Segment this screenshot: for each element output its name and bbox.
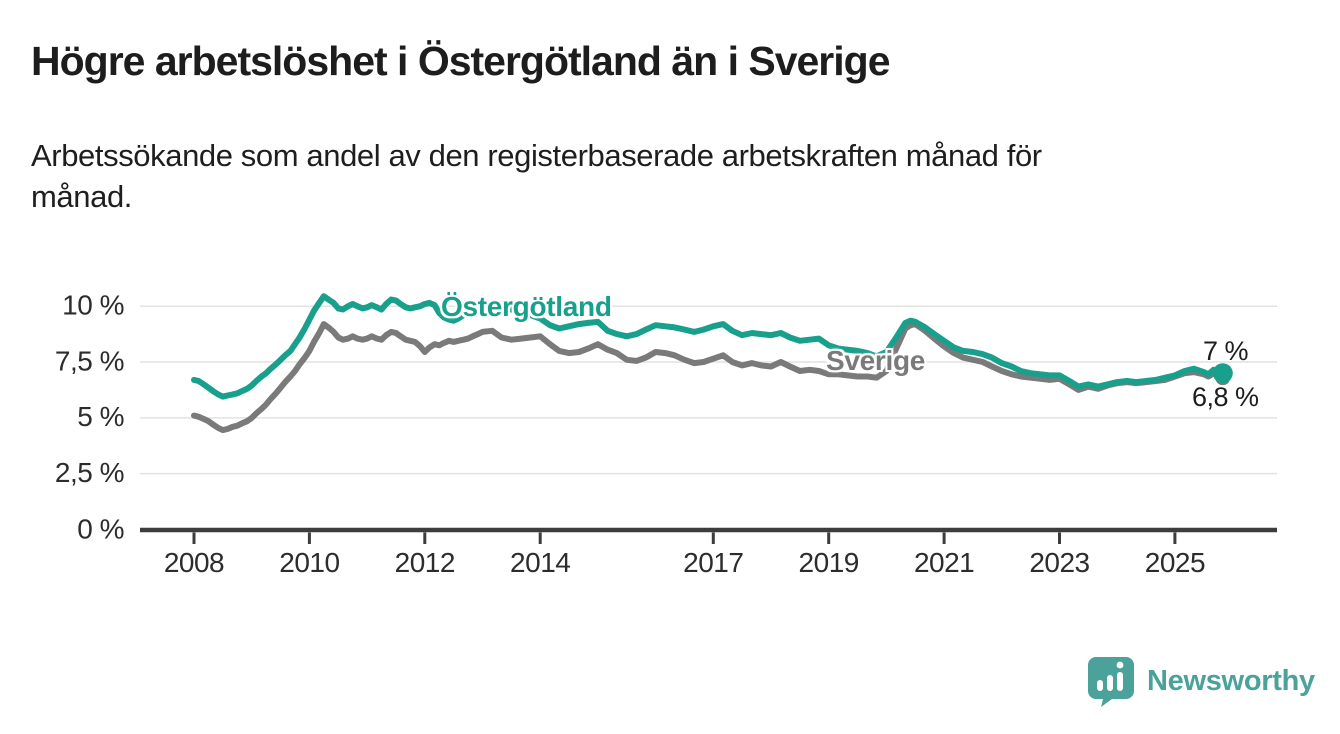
x-tick-label: 2010 (279, 547, 339, 578)
newsworthy-logo-icon (1088, 657, 1134, 707)
y-tick-label: 0 % (77, 513, 124, 544)
x-tick-label: 2021 (914, 547, 974, 578)
series-label-sverige: Sverige (826, 345, 926, 376)
end-value-label-sverige: 6,8 % (1192, 382, 1259, 412)
end-dot-ostergotland (1212, 363, 1233, 384)
end-value-label-ostergotland: 7 % (1203, 336, 1249, 366)
logo-bar-2 (1107, 675, 1113, 691)
logo-bar-1 (1097, 680, 1103, 691)
x-tick-label: 2017 (683, 547, 743, 578)
series-line-sverige (191, 321, 1226, 434)
logo-bar-3 (1117, 672, 1123, 691)
newsworthy-logo-text: Newsworthy (1147, 664, 1315, 697)
x-tick-label: 2014 (510, 547, 570, 578)
x-tick-label: 2019 (799, 547, 859, 578)
x-tick-label: 2008 (164, 547, 224, 578)
page-title: Högre arbetslöshet i Östergötland än i S… (31, 38, 891, 84)
x-tick-label: 2025 (1145, 547, 1205, 578)
newsworthy-logo: Newsworthy (1086, 655, 1315, 707)
y-tick-label: 2,5 % (55, 457, 124, 488)
y-tick-label: 10 % (62, 290, 124, 321)
series-line-ostergotland (191, 293, 1226, 400)
chart-subtitle: Arbetssökande som andel av den registerb… (31, 138, 1042, 214)
logo-dot (1116, 661, 1124, 669)
y-tick-label: 7,5 % (55, 345, 124, 376)
x-tick-label: 2012 (395, 547, 455, 578)
y-tick-label: 5 % (77, 401, 124, 432)
series-label-ostergotland: Östergötland (441, 291, 612, 322)
x-tick-label: 2023 (1029, 547, 1089, 578)
